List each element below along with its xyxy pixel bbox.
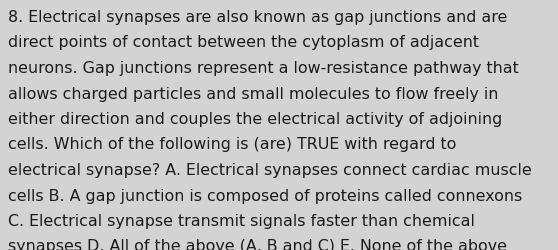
Text: 8. Electrical synapses are also known as gap junctions and are: 8. Electrical synapses are also known as… — [8, 10, 507, 25]
Text: neurons. Gap junctions represent a low-resistance pathway that: neurons. Gap junctions represent a low-r… — [8, 61, 519, 76]
Text: cells. Which of the following is (are) TRUE with regard to: cells. Which of the following is (are) T… — [8, 137, 456, 152]
Text: synapses D. All of the above (A, B and C) E. None of the above: synapses D. All of the above (A, B and C… — [8, 238, 507, 250]
Text: electrical synapse? A. Electrical synapses connect cardiac muscle: electrical synapse? A. Electrical synaps… — [8, 162, 532, 177]
Text: cells B. A gap junction is composed of proteins called connexons: cells B. A gap junction is composed of p… — [8, 188, 522, 203]
Text: either direction and couples the electrical activity of adjoining: either direction and couples the electri… — [8, 112, 502, 126]
Text: direct points of contact between the cytoplasm of adjacent: direct points of contact between the cyt… — [8, 35, 479, 50]
Text: allows charged particles and small molecules to flow freely in: allows charged particles and small molec… — [8, 86, 498, 101]
Text: C. Electrical synapse transmit signals faster than chemical: C. Electrical synapse transmit signals f… — [8, 213, 475, 228]
